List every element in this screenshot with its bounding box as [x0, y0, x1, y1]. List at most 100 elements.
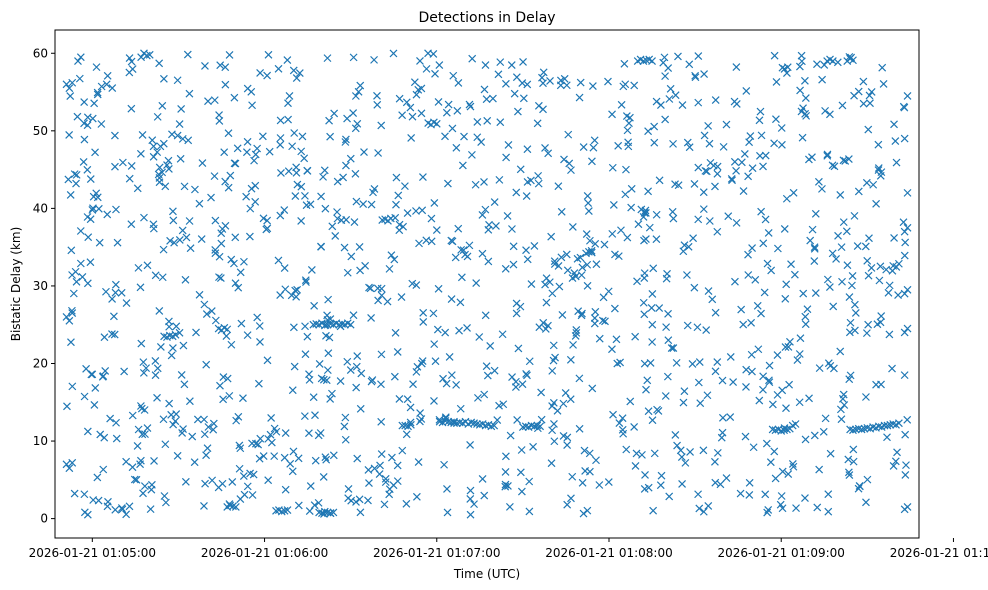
data-point [243, 482, 252, 491]
data-point [92, 189, 101, 198]
data-point [231, 159, 240, 168]
data-point [699, 507, 708, 516]
data-point [900, 328, 909, 337]
data-point [263, 356, 272, 365]
data-point [539, 105, 547, 114]
data-point [111, 280, 120, 289]
data-point [248, 439, 256, 448]
data-point [519, 94, 528, 103]
data-point [533, 119, 542, 128]
data-point [167, 351, 176, 360]
data-point [235, 441, 244, 450]
data-point [647, 303, 656, 312]
data-point [210, 172, 219, 181]
data-point [718, 413, 727, 422]
data-point [171, 417, 180, 426]
data-point [412, 492, 421, 501]
data-point [168, 207, 177, 216]
data-point [836, 405, 845, 414]
data-point [548, 366, 557, 375]
data-point [676, 446, 685, 455]
data-point [558, 311, 567, 319]
data-point [764, 229, 773, 237]
data-point [847, 53, 856, 62]
data-point [441, 413, 450, 422]
data-point [517, 487, 526, 496]
data-point [796, 86, 805, 95]
data-point [780, 224, 789, 233]
data-point [377, 450, 386, 459]
data-point [737, 158, 746, 167]
data-point [321, 204, 330, 213]
data-point [575, 374, 584, 383]
data-point [790, 270, 799, 279]
data-point [80, 490, 89, 499]
data-point [373, 91, 381, 100]
data-point [164, 156, 173, 165]
data-point [142, 364, 151, 373]
data-point [333, 208, 341, 216]
data-point [801, 494, 809, 502]
data-point [781, 343, 790, 352]
data-point [821, 106, 830, 115]
data-point [239, 472, 248, 481]
data-point [460, 132, 468, 141]
data-point [223, 374, 232, 383]
data-point [583, 192, 592, 200]
data-point [864, 320, 873, 329]
data-point [900, 251, 909, 260]
data-point [163, 161, 171, 169]
data-point [599, 293, 608, 302]
data-point [844, 468, 853, 477]
data-point [652, 235, 661, 244]
data-point [451, 253, 460, 262]
data-point [352, 362, 361, 371]
data-point [219, 395, 228, 404]
data-point [804, 155, 813, 164]
data-point [841, 157, 850, 165]
data-point [305, 375, 314, 384]
data-point [300, 191, 309, 200]
data-point [666, 84, 675, 93]
data-point [578, 263, 587, 272]
data-point [398, 111, 407, 120]
data-point [664, 64, 673, 72]
data-point [458, 161, 467, 170]
data-point [719, 142, 728, 151]
x-tick-label: 2026-01-21 01:05:00 [29, 546, 156, 560]
data-point [80, 119, 88, 128]
data-point [782, 280, 791, 289]
data-point [754, 345, 763, 354]
data-point [331, 232, 340, 240]
data-point [501, 79, 510, 88]
data-point [447, 371, 456, 380]
data-point [810, 257, 819, 265]
data-point [903, 223, 912, 232]
data-point [201, 62, 209, 70]
data-point [591, 239, 600, 248]
data-point [169, 216, 178, 225]
data-point [200, 415, 208, 424]
data-point [231, 503, 240, 511]
data-point [638, 450, 646, 459]
data-point [83, 427, 92, 436]
data-point [857, 425, 866, 434]
data-point [576, 78, 585, 87]
data-point [113, 238, 122, 247]
data-point [883, 433, 891, 442]
data-point [325, 116, 334, 125]
data-point [489, 94, 497, 103]
data-point [170, 238, 179, 247]
data-point [864, 271, 873, 280]
data-point [103, 71, 112, 80]
data-point [122, 457, 131, 466]
data-point [468, 54, 477, 63]
data-point [756, 151, 764, 160]
data-point [356, 404, 365, 413]
data-point [731, 277, 739, 286]
data-point [567, 166, 575, 175]
data-point [321, 320, 330, 329]
data-point [585, 449, 594, 458]
data-point [76, 53, 85, 62]
data-point [662, 274, 671, 283]
